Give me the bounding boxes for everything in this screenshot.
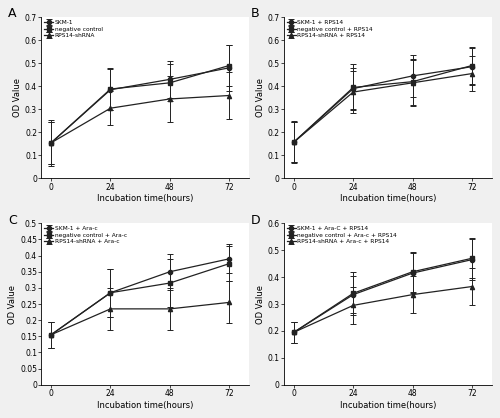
Legend: SKM-1 + Ara-c, negative control + Ara-c, RPS14-shRNA + Ara-c: SKM-1 + Ara-c, negative control + Ara-c,… [43, 225, 128, 246]
X-axis label: Incubation time(hours): Incubation time(hours) [97, 401, 194, 410]
Legend: SKM-1 + RPS14, negative control + RPS14, RPS14-shRNA + RPS14: SKM-1 + RPS14, negative control + RPS14,… [286, 19, 374, 39]
Text: D: D [251, 214, 260, 227]
Text: B: B [251, 8, 260, 20]
Legend: SKM-1 + Ara-C + RPS14, negative control + Ara-c + RPS14, RPS14-shRNA + Ara-c + R: SKM-1 + Ara-C + RPS14, negative control … [286, 225, 399, 246]
X-axis label: Incubation time(hours): Incubation time(hours) [340, 401, 436, 410]
Text: A: A [8, 8, 16, 20]
X-axis label: Incubation time(hours): Incubation time(hours) [340, 194, 436, 204]
Text: C: C [8, 214, 17, 227]
Y-axis label: OD Value: OD Value [256, 285, 265, 324]
X-axis label: Incubation time(hours): Incubation time(hours) [97, 194, 194, 204]
Y-axis label: OD Value: OD Value [13, 78, 22, 117]
Legend: SKM-1, negative control, RPS14-shRNA: SKM-1, negative control, RPS14-shRNA [43, 19, 104, 39]
Y-axis label: OD Value: OD Value [8, 285, 18, 324]
Y-axis label: OD Value: OD Value [256, 78, 265, 117]
